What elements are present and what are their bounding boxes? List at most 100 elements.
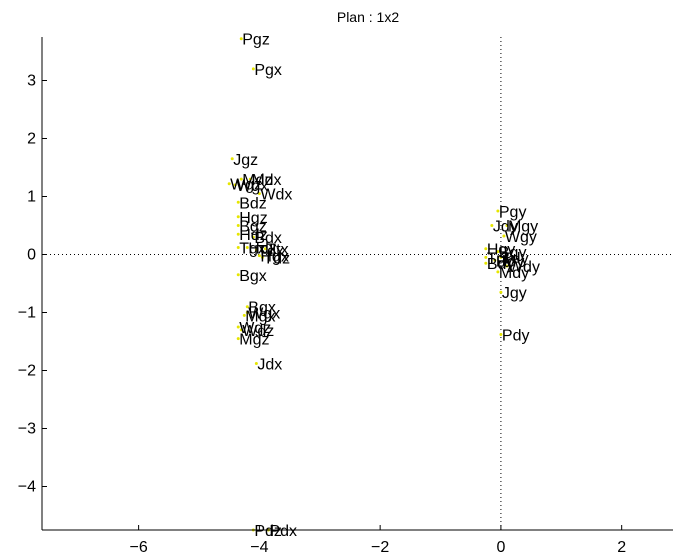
data-point-label: Tgx — [239, 241, 266, 258]
y-axis-ticks: −4 −3 −2 −1 0 1 2 3 — [18, 73, 47, 496]
data-point — [236, 337, 240, 341]
data-point — [236, 232, 240, 236]
data-point-label: Jgy — [502, 285, 527, 302]
data-point — [499, 333, 503, 337]
y-tick-label: 3 — [27, 73, 36, 90]
x-tick-label: −6 — [129, 539, 147, 556]
data-point — [493, 258, 497, 262]
x-tick-label: 2 — [617, 539, 626, 556]
data-point-label: Ttx — [266, 242, 288, 259]
data-point-label: Wgy — [505, 229, 537, 246]
data-point — [484, 261, 488, 265]
data-point — [251, 235, 255, 239]
axes — [41, 37, 673, 531]
x-tick-label: −2 — [371, 539, 389, 556]
data-point — [505, 264, 509, 268]
data-point-label: Tgy — [487, 250, 514, 267]
data-point — [260, 255, 264, 259]
data-point-label: Hgx — [260, 249, 288, 266]
data-point — [227, 182, 231, 186]
data-point-label: Pgz — [242, 32, 270, 49]
data-point-label: Wgz — [230, 177, 262, 194]
data-point — [502, 234, 506, 238]
x-tick-label: −4 — [250, 539, 268, 556]
data-point-label: Jdy — [493, 219, 518, 236]
data-point — [505, 224, 509, 227]
data-point-label: Mgy — [508, 219, 538, 236]
data-point-label: Mdx — [251, 172, 281, 189]
y-tick-label: 0 — [27, 247, 36, 264]
data-point — [233, 183, 237, 187]
data-point-label: Mgz — [239, 332, 269, 349]
data-point — [239, 177, 243, 181]
data-point-label: Wdz — [242, 323, 274, 340]
data-point — [499, 255, 503, 259]
y-tick-label: −3 — [18, 421, 36, 438]
data-point-label: Mgx — [245, 308, 275, 325]
data-point — [245, 246, 249, 250]
data-point — [484, 247, 488, 251]
data-point — [230, 157, 234, 161]
data-point-label: Hdx — [248, 241, 276, 258]
data-point — [245, 305, 249, 309]
data-point — [236, 246, 240, 250]
data-point — [490, 224, 494, 227]
data-points — [227, 37, 509, 532]
data-point — [236, 215, 240, 219]
data-point-label: Hdz — [239, 227, 267, 244]
data-point — [263, 247, 267, 251]
data-point-label: Pdy — [502, 328, 530, 345]
data-point-label: Bdy — [487, 256, 515, 273]
data-point — [484, 255, 488, 259]
y-tick-label: −4 — [18, 479, 36, 496]
data-point-label: Tdz — [263, 250, 290, 267]
y-tick-label: 1 — [27, 189, 36, 206]
data-point-label: Bdx — [254, 230, 282, 247]
data-point — [257, 254, 261, 258]
data-point — [242, 313, 246, 317]
point-labels: PgzPgxJgzMdzMdxWgzWgxWdxBdzHgzBgzHdzBdxT… — [230, 32, 540, 540]
data-point — [239, 328, 243, 332]
x-axis-ticks: −6 −4 −2 0 2 — [129, 525, 626, 556]
data-point — [254, 362, 258, 366]
data-point-label: Bdz — [239, 195, 267, 212]
chart-title: Plan : 1x2 — [337, 9, 399, 25]
y-tick-label: −2 — [18, 363, 36, 380]
data-point — [257, 192, 261, 196]
data-point-label: Tdx — [257, 243, 284, 260]
data-point-label: Bgy — [499, 245, 527, 262]
y-tick-label: 2 — [27, 131, 36, 148]
data-point-label: Bgz — [239, 219, 267, 236]
data-point — [254, 248, 258, 252]
data-point-label: Bgx — [239, 268, 267, 285]
data-point-label: Hgz — [239, 210, 267, 227]
data-point — [236, 273, 240, 277]
data-point — [496, 209, 500, 213]
data-point — [496, 250, 500, 254]
data-point — [496, 270, 500, 274]
y-tick-label: −1 — [18, 305, 36, 322]
data-point-label: Mdy — [499, 265, 529, 282]
data-point-label: Pdz — [254, 523, 282, 540]
data-point-label: Hdy — [496, 253, 524, 270]
data-point — [248, 177, 252, 181]
data-point — [499, 290, 503, 294]
data-point-label: Wgx — [236, 178, 268, 195]
data-point — [236, 200, 240, 204]
data-point-label: Pdx — [269, 523, 297, 540]
data-point-label: Tdy — [502, 250, 529, 267]
data-point-label: Wdx — [260, 187, 292, 204]
data-point-label: Pgy — [499, 204, 527, 221]
data-point — [245, 311, 249, 314]
data-point — [236, 224, 240, 227]
data-point-label: Jgz — [233, 152, 258, 169]
data-point — [239, 37, 243, 41]
data-point-label: Pgx — [254, 62, 282, 79]
x-tick-label: 0 — [496, 539, 505, 556]
data-point-label: Hgy — [487, 242, 515, 259]
data-point-label: Wgx — [248, 306, 280, 323]
data-point-label: Wgz — [239, 320, 271, 337]
data-point-label: Wdy — [508, 259, 540, 276]
